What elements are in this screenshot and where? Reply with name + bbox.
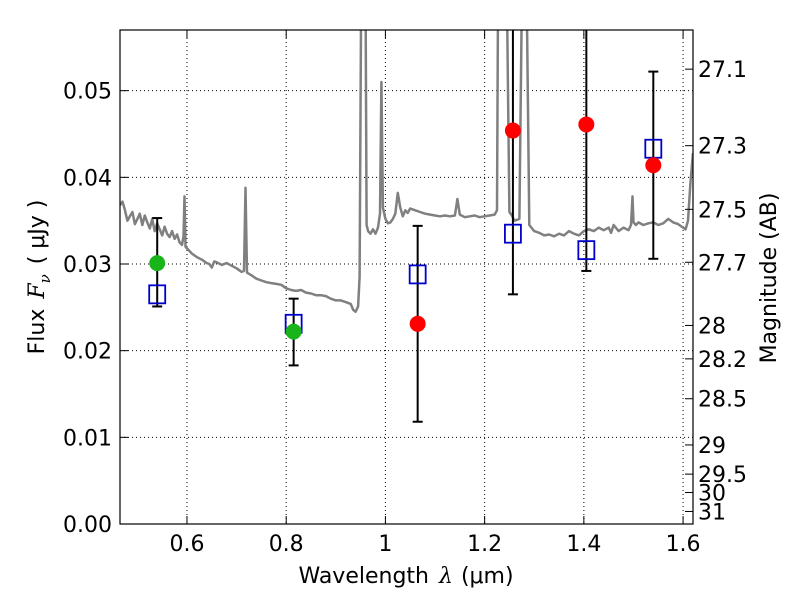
y-axis-label: FluxFν( μJy ): [25, 200, 54, 355]
y-tick-label: 0.00: [63, 513, 112, 538]
magnitude-tick-label: 27.1: [698, 58, 747, 83]
x-tick-label: 1.4: [566, 532, 601, 557]
y-tick-label: 0.03: [63, 253, 112, 278]
detection-point: [149, 255, 166, 272]
y-tick-label: 0.05: [63, 80, 112, 105]
y-tick-label: 0.04: [63, 166, 112, 191]
model-photometry-marker: [408, 264, 427, 285]
plot-frame: [119, 29, 694, 525]
magnitude-tick-label: 27.3: [698, 135, 747, 160]
magnitude-tick-label: 28.5: [698, 388, 747, 413]
y-tick-label: 0.02: [63, 340, 112, 365]
magnitude-tick-label: 28: [698, 314, 726, 339]
x-tick-label: 0.6: [169, 532, 204, 557]
magnitude-tick-label: 30: [698, 482, 726, 507]
x-tick-label: 1: [378, 532, 392, 557]
axis-ticks: 0.6 0.8 1 1.2 1.4 1.6 0.00 0.01 0.02 0.03 0.04 0.05…: [63, 30, 747, 557]
x-tick-label: 1.6: [666, 532, 701, 557]
detection-point: [285, 323, 302, 340]
non-detection-point: [645, 157, 662, 174]
x-tick-label: 1.2: [467, 532, 502, 557]
magnitude-tick-label: 29.5: [698, 463, 747, 488]
magnitude-tick-label: 28.2: [698, 348, 747, 373]
non-detection-point: [578, 116, 595, 133]
spectrum-line: [120, 30, 693, 313]
x-axis-label: Wavelength λ (μm): [298, 564, 513, 589]
model-photometry-marker: [148, 284, 167, 305]
non-detection-point: [504, 122, 521, 139]
magnitude-tick-label: 31: [698, 500, 726, 525]
magnitude-tick-label: 29: [698, 434, 726, 459]
y-tick-label: 0.01: [63, 426, 112, 451]
model-photometry-marker: [577, 240, 596, 261]
model-photometry-marker: [504, 223, 522, 244]
non-detection-point: [409, 315, 426, 332]
magnitude-tick-label: 27.7: [698, 251, 747, 276]
x-tick-label: 0.8: [269, 532, 304, 557]
magnitude-tick-label: 27.5: [698, 198, 747, 223]
magnitude-axis-label: Magnitude (AB): [757, 193, 782, 364]
plot-area: [120, 30, 693, 423]
